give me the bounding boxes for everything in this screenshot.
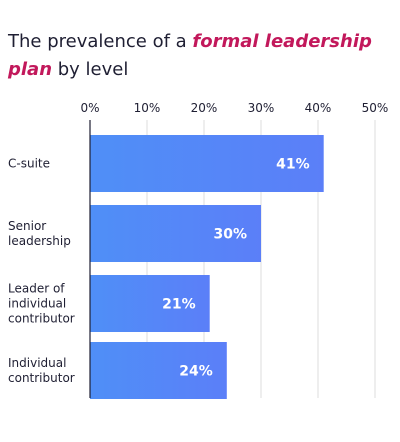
- category-label: Leader of individual contributor: [8, 282, 75, 326]
- bar: [90, 275, 210, 332]
- category-label-line: Leader of: [8, 282, 65, 296]
- category-label-line: C-suite: [8, 157, 50, 171]
- bar: [90, 342, 227, 399]
- bar-value-label: 21%: [162, 297, 196, 313]
- category-label-line: individual: [8, 297, 66, 311]
- category-label-line: leadership: [8, 234, 71, 248]
- category-label: Senior leadership: [8, 219, 71, 248]
- bar-value-label: 41%: [276, 157, 310, 173]
- title-highlight: formal leadership plan: [8, 31, 372, 80]
- x-tick-label: 0%: [80, 101, 99, 115]
- x-tick-label: 10%: [134, 101, 161, 115]
- category-label-line: Individual: [8, 356, 66, 370]
- title-suffix: by level: [52, 59, 129, 80]
- category-label-line: contributor: [8, 371, 75, 385]
- category-label: Individual contributor: [8, 356, 75, 385]
- category-label-line: contributor: [8, 312, 75, 326]
- x-axis-ticks: 0% 10% 20% 30% 40% 50%: [80, 101, 388, 115]
- title-prefix: The prevalence of a: [8, 31, 193, 52]
- x-tick-label: 40%: [305, 101, 332, 115]
- bar-value-label: 24%: [179, 364, 213, 380]
- category-labels: C-suite Senior leadership Leader of individu…: [8, 157, 75, 386]
- x-tick-label: 50%: [362, 101, 389, 115]
- chart-title: The prevalence of a formal leadership pl…: [8, 28, 392, 84]
- category-label-line: Senior: [8, 219, 46, 233]
- bar-value-label: 30%: [213, 227, 247, 243]
- x-tick-label: 30%: [248, 101, 275, 115]
- bar: [90, 205, 261, 262]
- category-label: C-suite: [8, 157, 50, 171]
- bars: 41% 30% 21% 24%: [90, 135, 324, 399]
- bar: [90, 135, 324, 192]
- x-tick-label: 20%: [191, 101, 218, 115]
